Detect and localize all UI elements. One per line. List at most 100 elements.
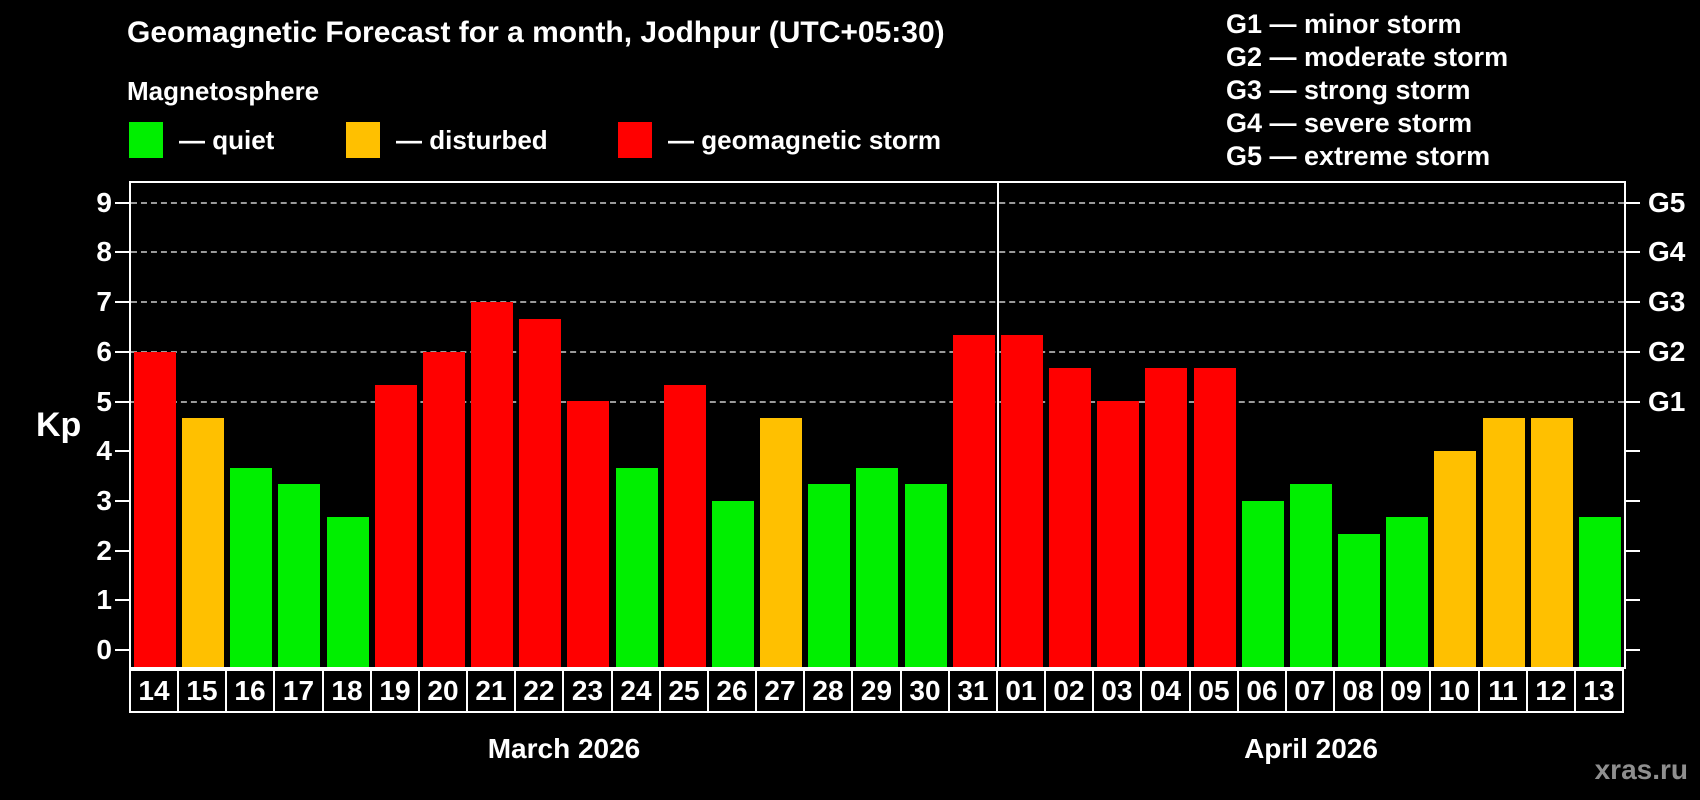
day-cell-09: 09 [1381,669,1431,713]
day-cell-06: 06 [1237,669,1287,713]
day-cell-12: 12 [1526,669,1576,713]
y-tick-9 [115,202,131,204]
y-tick-8 [115,251,131,253]
day-cell-22: 22 [514,669,564,713]
g-legend-line-5: G5 — extreme storm [1226,141,1491,171]
day-cell-16: 16 [225,669,275,713]
page-title: Geomagnetic Forecast for a month, Jodhpu… [127,16,945,49]
y-tick-label-6: 6 [96,336,112,367]
y-tick-0 [115,649,131,651]
y-tick-4 [115,450,131,452]
right-tick-1 [1624,599,1640,601]
kp-bar-12 [1531,418,1573,667]
day-cell-15: 15 [177,669,227,713]
kp-bar-16 [230,468,272,667]
gridline-kp8 [131,251,1624,253]
kp-bar-25 [664,385,706,667]
kp-bar-01 [1001,335,1043,667]
day-cell-20: 20 [418,669,468,713]
kp-bar-17 [278,484,320,667]
right-tick-7 [1624,301,1640,303]
storm-color-swatch [618,122,652,158]
right-tick-5 [1624,401,1640,403]
g-legend-line-4: G4 — severe storm [1226,108,1473,138]
g-axis-label-G4: G4 [1648,236,1686,267]
y-tick-label-1: 1 [96,584,112,615]
kp-bar-22 [519,319,561,667]
g-legend-line-2: G2 — moderate storm [1226,42,1509,72]
right-tick-3 [1624,500,1640,502]
month-separator-line [997,183,999,667]
y-tick-5 [115,401,131,403]
y-tick-label-8: 8 [96,236,112,267]
day-cell-07: 07 [1285,669,1335,713]
kp-bar-20 [423,352,465,667]
kp-bar-24 [616,468,658,667]
y-tick-6 [115,351,131,353]
day-cell-08: 08 [1333,669,1383,713]
g-scale-legend: G1 — minor storm G2 — moderate storm G3 — … [1226,8,1508,173]
watermark: xras.ru [1594,754,1688,785]
legend-item-storm: — geomagnetic storm [618,120,941,160]
day-cell-27: 27 [755,669,805,713]
right-tick-9 [1624,202,1640,204]
y-tick-label-0: 0 [96,634,112,665]
kp-bar-15 [182,418,224,667]
kp-bar-13 [1579,517,1621,667]
y-tick-label-2: 2 [96,535,112,566]
kp-bar-02 [1049,368,1091,667]
day-cell-21: 21 [466,669,516,713]
kp-bar-03 [1097,401,1139,667]
day-cell-31: 31 [948,669,998,713]
day-cell-26: 26 [707,669,757,713]
chart-subtitle: Magnetosphere [127,76,320,106]
quiet-color-swatch [129,122,163,158]
g-legend-line-1: G1 — minor storm [1226,9,1462,39]
kp-bar-23 [567,401,609,667]
y-tick-2 [115,550,131,552]
day-cell-17: 17 [273,669,324,713]
legend-item-quiet: — quiet [129,120,274,160]
kp-bar-07 [1290,484,1332,667]
kp-bar-11 [1483,418,1525,667]
kp-bar-10 [1434,451,1476,667]
day-cell-10: 10 [1429,669,1480,713]
g-legend-line-3: G3 — strong storm [1226,75,1471,105]
y-tick-label-3: 3 [96,485,112,516]
day-cell-25: 25 [659,669,709,713]
right-tick-4 [1624,450,1640,452]
kp-bar-05 [1194,368,1236,667]
kp-bar-29 [856,468,898,667]
day-cell-13: 13 [1574,669,1624,713]
y-tick-7 [115,301,131,303]
day-cell-04: 04 [1140,669,1191,713]
day-cell-30: 30 [900,669,950,713]
kp-bar-19 [375,385,417,667]
legend-label-disturbed: — disturbed [396,124,548,155]
day-cell-18: 18 [322,669,372,713]
y-axis-title: Kp [36,406,82,444]
g-axis-label-G2: G2 [1648,336,1686,367]
day-cell-24: 24 [611,669,661,713]
day-cell-28: 28 [803,669,853,713]
month-label-april: April 2026 [1244,733,1378,764]
y-tick-label-4: 4 [96,435,112,466]
kp-bar-21 [471,302,513,667]
day-cell-03: 03 [1092,669,1142,713]
gridline-kp7 [131,301,1624,303]
disturbed-color-swatch [346,122,380,158]
kp-bar-04 [1145,368,1187,667]
right-tick-0 [1624,649,1640,651]
y-tick-3 [115,500,131,502]
right-tick-8 [1624,251,1640,253]
legend-item-disturbed: — disturbed [346,120,548,160]
kp-bar-27 [760,418,802,667]
y-tick-label-9: 9 [96,187,112,218]
g-axis-label-G1: G1 [1648,386,1686,417]
legend-label-quiet: — quiet [179,124,275,155]
kp-bar-28 [808,484,850,667]
kp-bar-09 [1386,517,1428,667]
day-cell-23: 23 [562,669,613,713]
right-tick-2 [1624,550,1640,552]
